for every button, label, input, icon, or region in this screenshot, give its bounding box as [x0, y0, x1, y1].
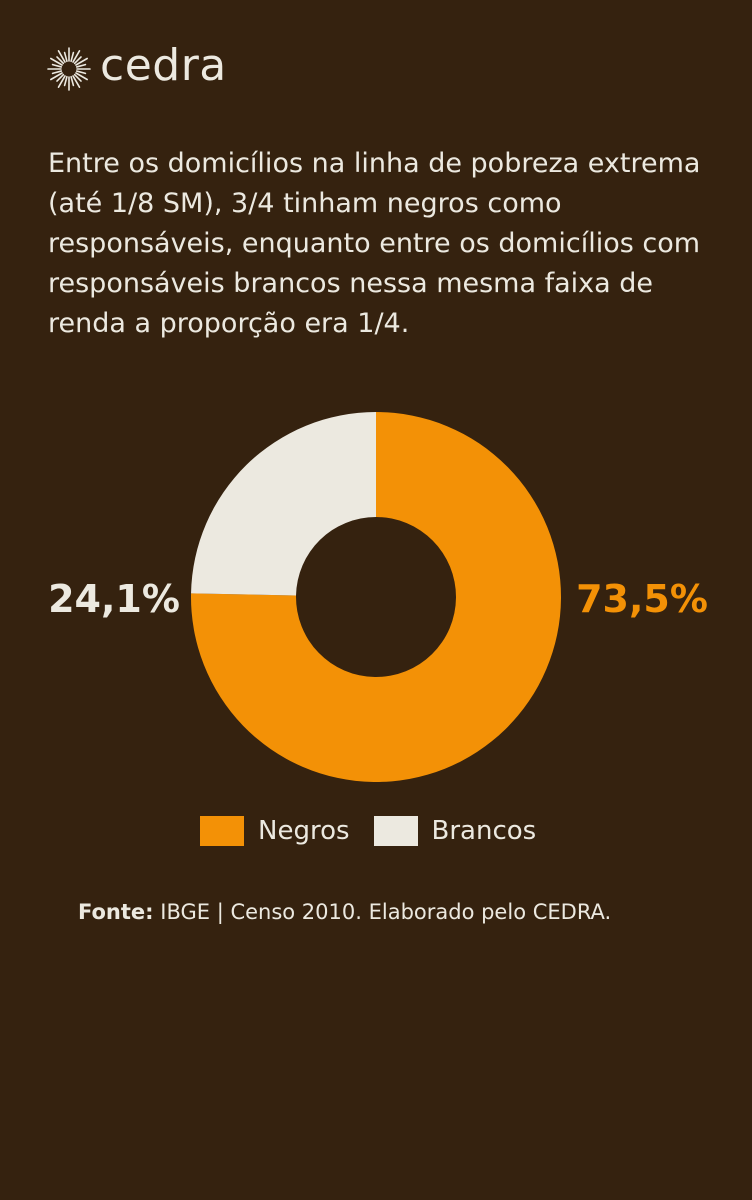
- legend-swatch-brancos: [373, 816, 418, 846]
- slice-negros: [191, 412, 562, 782]
- legend-swatch-negros: [200, 816, 244, 846]
- legend-label-brancos: Brancos: [431, 816, 537, 846]
- legend-item-negros: Negros: [200, 816, 350, 846]
- source-text: IBGE | Censo 2010. Elaborado pelo CEDRA.: [160, 900, 612, 924]
- source-label: Fonte:: [78, 900, 154, 924]
- donut-chart: 73,5% 24,1%: [48, 411, 708, 782]
- data-label-negros: 73,5%: [576, 577, 708, 621]
- logo-text: cedra: [100, 40, 227, 91]
- legend: Negros Brancos: [200, 816, 560, 846]
- data-label-brancos: 24,1%: [48, 577, 180, 621]
- source-note: Fonte: IBGE | Censo 2010. Elaborado pelo…: [78, 900, 611, 924]
- brand-logo: cedra: [46, 42, 227, 96]
- slice-brancos: [191, 411, 376, 596]
- headline: Entre os domicílios na linha de pobreza …: [48, 148, 701, 339]
- legend-label-negros: Negros: [258, 816, 350, 846]
- legend-item-brancos: Brancos: [373, 816, 537, 846]
- sunburst-icon: [47, 47, 91, 91]
